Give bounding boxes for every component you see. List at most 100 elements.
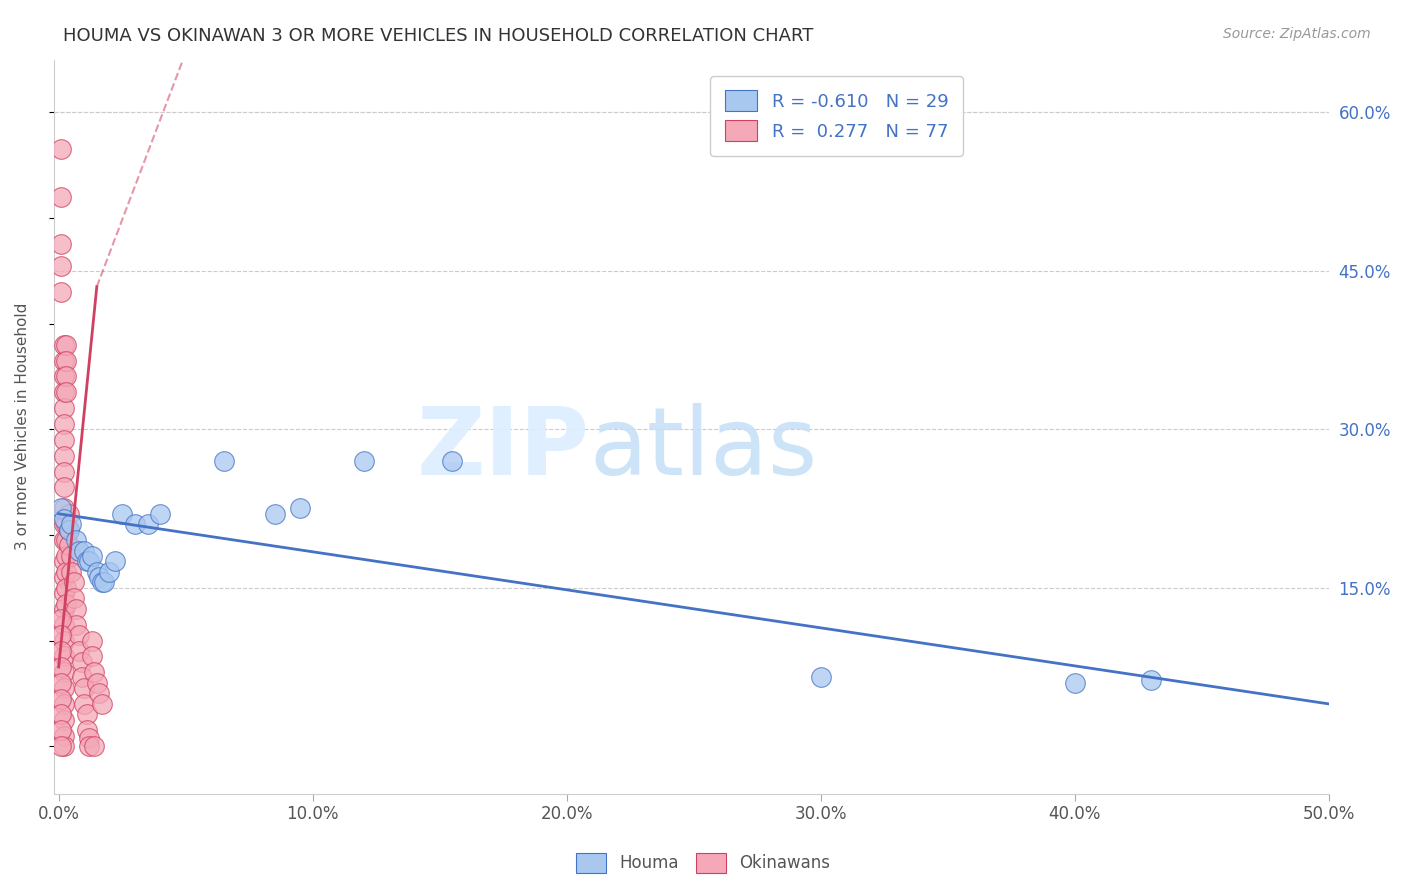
Point: [55, 565, 77, 579]
Point: [55, 385, 77, 400]
Point: [55, 533, 77, 548]
Point: [55, 517, 77, 532]
Point: [1063, 675, 1085, 690]
Point: [76, 707, 98, 722]
Point: [52, 449, 75, 463]
Point: [52, 713, 75, 727]
Point: [60, 517, 83, 532]
Point: [51, 723, 73, 738]
Point: [80, 633, 103, 648]
Point: [73, 697, 96, 711]
Point: [55, 597, 77, 611]
Point: [1140, 673, 1163, 687]
Point: [55, 369, 77, 384]
Point: [111, 507, 134, 521]
Point: [51, 237, 73, 252]
Point: [67, 644, 90, 658]
Point: [55, 338, 77, 352]
Point: [52, 353, 75, 368]
Point: [52, 649, 75, 664]
Point: [51, 644, 73, 658]
Point: [51, 707, 73, 722]
Point: [441, 454, 464, 468]
Point: [55, 353, 77, 368]
Point: [52, 338, 75, 352]
Point: [77, 739, 100, 753]
Point: [77, 554, 100, 568]
Point: [52, 465, 75, 479]
Point: [52, 401, 75, 416]
Point: [52, 697, 75, 711]
Text: HOUMA VS OKINAWAN 3 OR MORE VEHICLES IN HOUSEHOLD CORRELATION CHART: HOUMA VS OKINAWAN 3 OR MORE VEHICLES IN …: [63, 27, 814, 45]
Point: [80, 649, 103, 664]
Point: [52, 681, 75, 695]
Point: [67, 628, 90, 642]
Point: [83, 665, 105, 680]
Legend: Houma, Okinawans: Houma, Okinawans: [569, 847, 837, 880]
Point: [51, 259, 73, 273]
Point: [810, 671, 832, 685]
Legend: R = -0.610   N = 29, R =  0.277   N = 77: R = -0.610 N = 29, R = 0.277 N = 77: [710, 76, 963, 155]
Point: [51, 739, 73, 753]
Point: [52, 617, 75, 632]
Point: [65, 602, 87, 616]
Point: [63, 575, 86, 590]
Point: [86, 675, 108, 690]
Text: ZIP: ZIP: [416, 402, 589, 495]
Point: [58, 523, 80, 537]
Point: [55, 581, 77, 595]
Point: [63, 591, 86, 606]
Point: [52, 512, 75, 526]
Point: [90, 575, 112, 590]
Point: [51, 285, 73, 299]
Point: [70, 671, 93, 685]
Point: [52, 665, 75, 680]
Point: [51, 675, 73, 690]
Text: Source: ZipAtlas.com: Source: ZipAtlas.com: [1223, 27, 1371, 41]
Point: [51, 660, 73, 674]
Point: [52, 417, 75, 431]
Point: [76, 723, 98, 738]
Point: [52, 501, 75, 516]
Point: [89, 570, 111, 584]
Point: [52, 517, 75, 532]
Point: [52, 385, 75, 400]
Point: [51, 691, 73, 706]
Point: [76, 554, 98, 568]
Point: [89, 686, 111, 700]
Point: [288, 501, 311, 516]
Point: [52, 729, 75, 743]
Point: [52, 433, 75, 447]
Point: [51, 612, 73, 626]
Point: [149, 507, 172, 521]
Point: [51, 190, 73, 204]
Point: [52, 602, 75, 616]
Point: [52, 533, 75, 548]
Point: [52, 480, 75, 494]
Point: [77, 731, 100, 745]
Point: [93, 575, 115, 590]
Point: [58, 523, 80, 537]
Point: [90, 697, 112, 711]
Point: [124, 517, 146, 532]
Point: [60, 565, 83, 579]
Point: [52, 739, 75, 753]
Point: [55, 549, 77, 563]
Point: [51, 501, 73, 516]
Point: [51, 628, 73, 642]
Point: [52, 554, 75, 568]
Point: [51, 142, 73, 156]
Point: [103, 554, 125, 568]
Point: [65, 533, 87, 548]
Point: [263, 507, 285, 521]
Point: [80, 549, 103, 563]
Point: [73, 681, 96, 695]
Point: [52, 586, 75, 600]
Text: atlas: atlas: [589, 402, 817, 495]
Point: [60, 549, 83, 563]
Point: [65, 617, 87, 632]
Point: [98, 565, 121, 579]
Point: [136, 517, 159, 532]
Point: [86, 565, 108, 579]
Point: [70, 655, 93, 669]
